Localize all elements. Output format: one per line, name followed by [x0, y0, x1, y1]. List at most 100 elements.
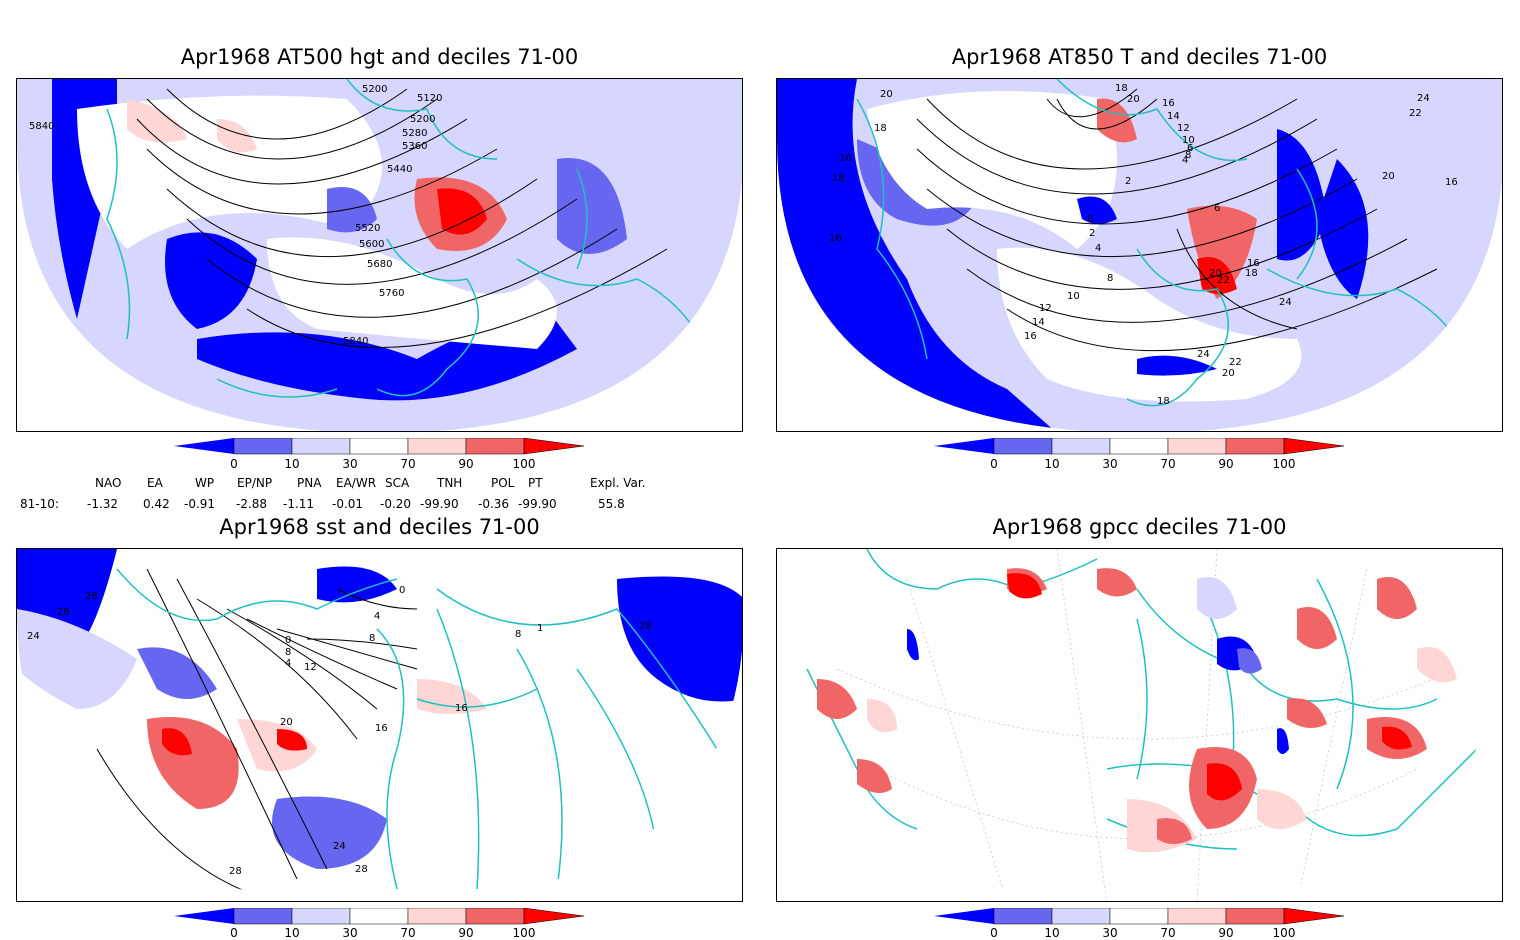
map-panel-hgt: 5840 5200 5120 5200 5280 5360 5440 5520 … — [16, 78, 743, 432]
contour-label: 14 — [1167, 111, 1180, 122]
index-value: -1.32 — [87, 497, 119, 511]
contour-label: 16 — [829, 233, 842, 244]
contour-label: 5840 — [343, 336, 368, 347]
colorbar-seg — [465, 908, 525, 925]
colorbar-tick: 0 — [230, 926, 238, 940]
colorbar-seg — [407, 908, 467, 925]
contour-label: 28 — [639, 621, 652, 632]
panel-title-t850: Apr1968 AT850 T and deciles 71-00 — [951, 45, 1328, 69]
index-header: PT — [528, 476, 543, 490]
contour-label: 5200 — [410, 114, 435, 125]
contour-label: 24 — [27, 631, 40, 642]
contour-label: 12 — [1039, 303, 1052, 314]
contour-label: 18 — [832, 173, 845, 184]
contour-label: 10 — [1182, 135, 1195, 146]
contour-label: 5120 — [417, 93, 442, 104]
contour-label: 18 — [1245, 268, 1258, 279]
colorbar-seg — [233, 908, 293, 925]
contour-label: 20 — [280, 717, 293, 728]
index-value: -2.88 — [236, 497, 268, 511]
contour-label: 22 — [1409, 108, 1422, 119]
index-header: WP — [195, 476, 215, 490]
colorbar-seg — [993, 438, 1053, 455]
colorbar-seg — [523, 908, 585, 925]
contour-label: 0 — [285, 635, 291, 646]
index-row-label: 81-10: — [20, 497, 59, 511]
colorbar-seg — [934, 908, 994, 924]
colorbar-seg — [349, 438, 409, 455]
colorbar-tick: 30 — [1102, 926, 1117, 940]
colorbar-tick: 90 — [458, 926, 473, 940]
index-header: EA — [147, 476, 163, 490]
colorbar-seg — [291, 908, 351, 925]
index-value: -0.91 — [184, 497, 216, 511]
colorbar-seg — [993, 908, 1053, 925]
contour-label: 12 — [1177, 123, 1190, 134]
contour-label: 22 — [1229, 357, 1242, 368]
contour-label: 16 — [455, 703, 468, 714]
contour-label: 16 — [375, 723, 388, 734]
colorbar-tick: 70 — [1160, 926, 1175, 940]
colorbar-tick: 30 — [1102, 457, 1117, 471]
panel-title-sst: Apr1968 sst and deciles 71-00 — [219, 515, 540, 539]
contour-label: 24 — [1197, 349, 1210, 360]
colorbar-tick: 0 — [230, 457, 238, 471]
contour-label: 18 — [1157, 396, 1170, 407]
colorbar-tick: 100 — [513, 457, 536, 471]
colorbar-seg — [1109, 908, 1169, 925]
index-header: PNA — [297, 476, 322, 490]
contour-label: 20 — [1127, 94, 1140, 105]
colorbar-tick: 0 — [990, 457, 998, 471]
contour-label: 24 — [333, 841, 346, 852]
colorbar-seg — [174, 908, 234, 924]
contour-label: 8 — [1185, 150, 1191, 161]
index-value: -1.11 — [283, 497, 315, 511]
contour-label: 16 — [1162, 98, 1175, 109]
index-header: Expl. Var. — [590, 476, 646, 490]
contour-label: 5440 — [387, 164, 412, 175]
colorbar-tick: 100 — [1273, 457, 1296, 471]
contour-label: 22 — [1217, 275, 1230, 286]
contour-label: 28 — [85, 591, 98, 602]
index-value: -0.20 — [380, 497, 412, 511]
index-header: TNH — [437, 476, 463, 490]
colorbar-seg — [1167, 438, 1227, 455]
contour-label: 8 — [515, 629, 521, 640]
contour-label: 1 — [537, 623, 543, 634]
colorbar-seg — [1109, 438, 1169, 455]
contour-label: 5200 — [362, 84, 387, 95]
index-value: -0.36 — [478, 497, 510, 511]
colorbar-top-right: 0 10 30 70 90 100 — [934, 438, 1345, 471]
contour-label: 4 — [374, 611, 380, 622]
contour-label: 5680 — [367, 259, 392, 270]
contour-label: 16 — [1024, 331, 1037, 342]
contour-label: 5760 — [379, 288, 404, 299]
colorbar-bottom-left: 0 10 30 70 90 100 — [174, 908, 585, 940]
map-panel-t850: 20 18 16 18 16 18 20 16 14 12 10 8 6 4 2… — [776, 78, 1503, 432]
contour-label: 24 — [1279, 297, 1292, 308]
index-value: 55.8 — [598, 497, 625, 511]
colorbar-seg — [523, 438, 585, 455]
contour-label: 5520 — [355, 223, 380, 234]
contour-label: 28 — [57, 607, 70, 618]
contour-label: 4 — [1095, 243, 1101, 254]
contour-label: 28 — [229, 866, 242, 877]
contour-label: 0 — [399, 585, 405, 596]
contour-label: 8 — [369, 633, 375, 644]
contour-label: 5280 — [402, 128, 427, 139]
map-gpcc-svg — [777, 549, 1502, 901]
colorbar-seg — [1225, 908, 1285, 925]
contour-label: 20 — [1209, 268, 1222, 279]
colorbar-tick: 30 — [342, 457, 357, 471]
colorbar-tick: 10 — [284, 457, 299, 471]
colorbar-tick: 10 — [284, 926, 299, 940]
map-t850-svg: 20 18 16 18 16 18 20 16 14 12 10 8 6 4 2… — [777, 79, 1502, 431]
colorbar-bottom-right: 0 10 30 70 90 100 — [934, 908, 1345, 940]
map-sst-svg: 28 24 28 0 4 8 0 4 8 12 16 20 24 28 28 1… — [17, 549, 742, 901]
indices-table: NAO EA WP EP/NP PNA EA/WR SCA TNH POL PT… — [0, 476, 700, 516]
contour-label: 20 — [1382, 171, 1395, 182]
colorbar-seg — [349, 908, 409, 925]
contour-label: 16 — [1247, 258, 1260, 269]
contour-label: 8 — [285, 647, 291, 658]
contour-label: 6 — [1187, 143, 1193, 154]
